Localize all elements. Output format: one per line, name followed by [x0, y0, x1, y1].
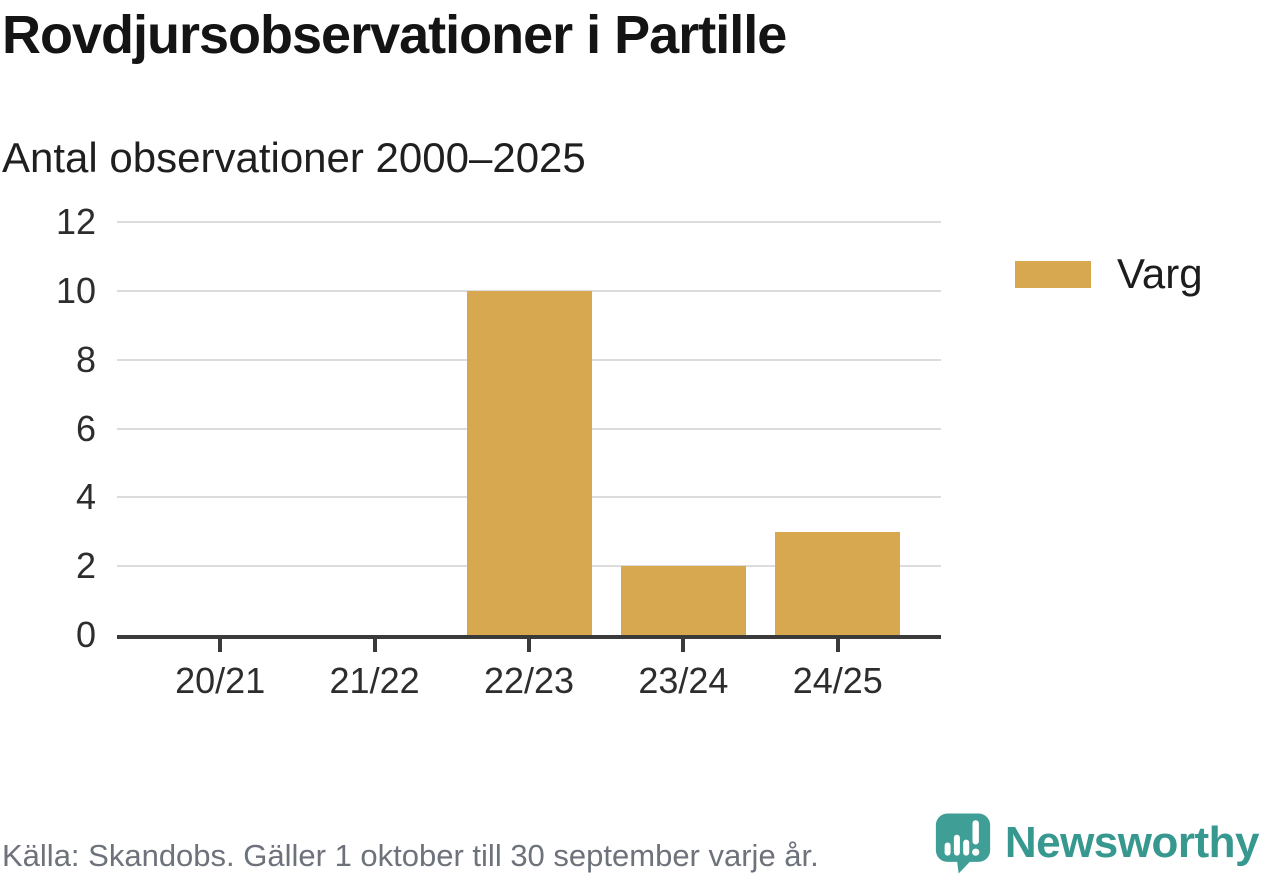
- y-tick-label-12: 12: [55, 201, 96, 242]
- newsworthy-wordmark: Newsworthy: [1004, 817, 1260, 867]
- x-tick-22-23: [527, 639, 531, 652]
- bars-layer: [117, 222, 941, 635]
- x-tick-20-21: [218, 639, 223, 652]
- y-tick-label-4: 4: [75, 476, 96, 518]
- y-tick-label-8: 8: [75, 338, 96, 380]
- logo-exclamation-dot: [971, 848, 980, 856]
- logo-bar-short: [944, 842, 951, 856]
- x-axis: 20/21 21/22 22/23 23/24 24/25: [117, 639, 941, 719]
- y-tick-label-2: 2: [75, 545, 96, 587]
- logo-exclamation-stem: [972, 820, 979, 845]
- y-axis-labels: 0 2 4 6 8 10 12: [0, 202, 96, 655]
- x-tick-label-22-23: 22/23: [483, 660, 575, 701]
- y-tick-label-10: 10: [55, 269, 96, 311]
- x-tick-label-23-24: 23/24: [638, 660, 729, 701]
- legend-label-varg: Varg: [1117, 250, 1203, 297]
- y-tick-label-6: 6: [75, 407, 96, 449]
- newsworthy-logo: Newsworthy: [932, 811, 1260, 874]
- x-tick-21-22: [372, 639, 377, 652]
- legend: Varg: [1015, 250, 1203, 298]
- bar-24-25: [775, 531, 901, 635]
- y-tick-label-0: 0: [75, 614, 96, 655]
- chart-title: Rovdjursobservationer i Partille: [2, 5, 787, 65]
- x-tick-24-25: [835, 639, 840, 652]
- x-tick-label-21-22: 21/22: [329, 660, 420, 701]
- chart-subtitle: Antal observationer 2000–2025: [2, 134, 586, 181]
- newsworthy-speech-bubble-icon: [935, 813, 990, 874]
- gridline-y-12: [117, 221, 941, 223]
- x-tick-label-24-25: 24/25: [792, 660, 883, 701]
- legend-swatch-varg: [1015, 260, 1091, 288]
- plot-area: [117, 221, 941, 639]
- bar-23-24: [620, 566, 746, 635]
- x-tick-label-20-21: 20/21: [175, 660, 266, 701]
- x-tick-23-24: [681, 639, 686, 652]
- logo-bar-tall: [953, 834, 960, 856]
- bar-22-23: [466, 290, 592, 635]
- source-note: Källa: Skandobs. Gäller 1 oktober till 3…: [2, 838, 819, 873]
- logo-bar-mid: [963, 839, 970, 856]
